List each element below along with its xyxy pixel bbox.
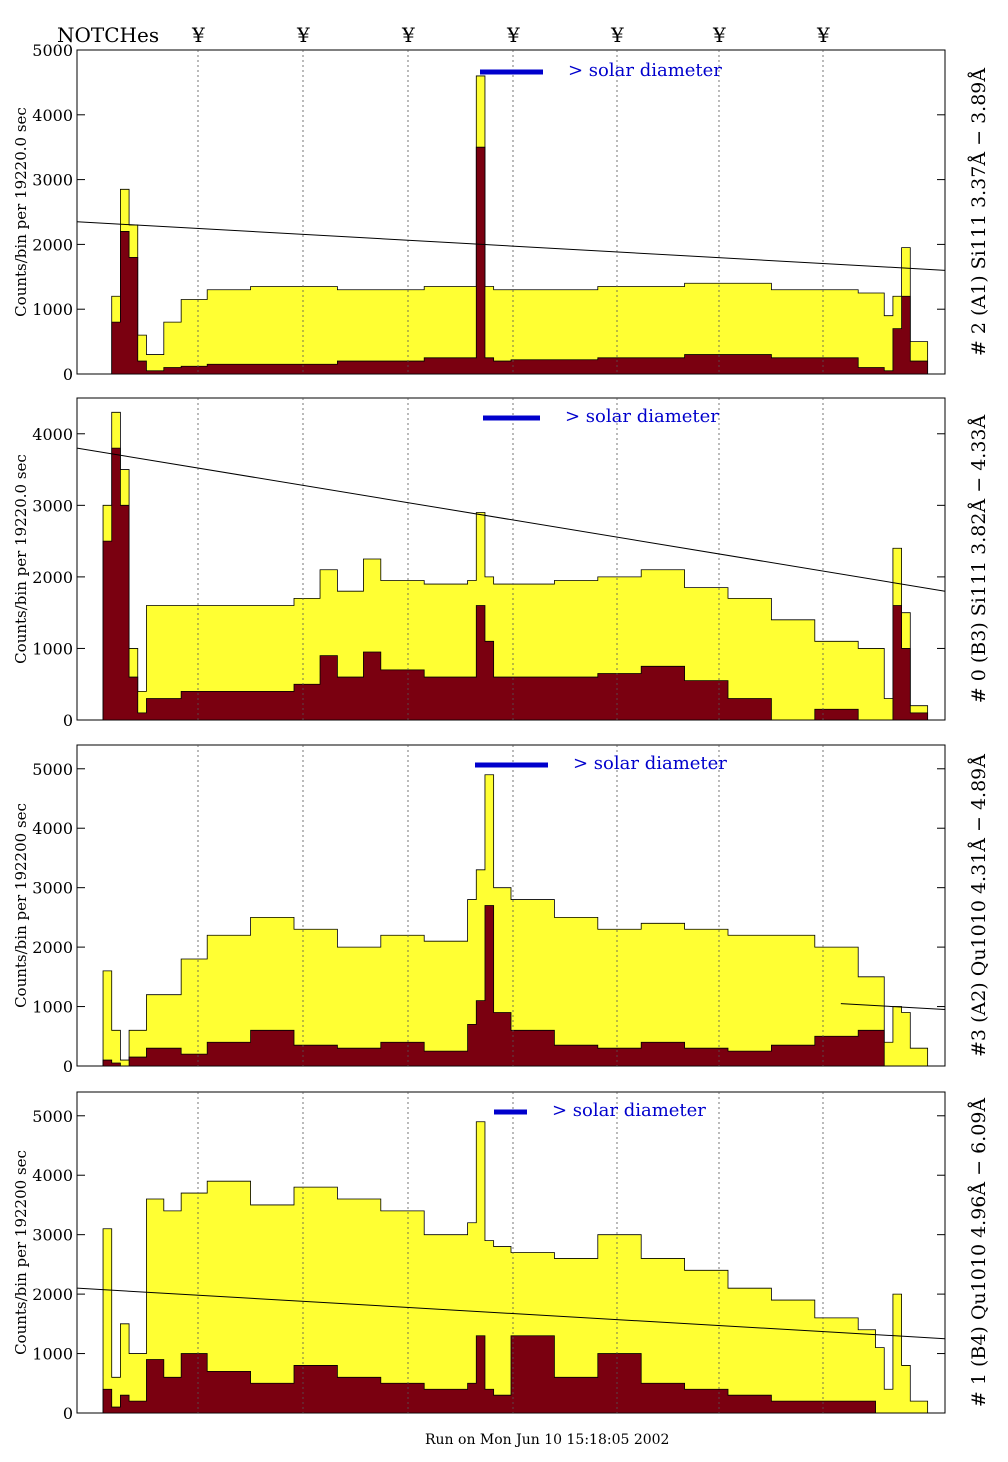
y-tick-label: 0 — [63, 1404, 73, 1423]
y-tick-label: 5000 — [32, 760, 73, 779]
notch-symbol: ¥ — [610, 23, 624, 47]
panel-label: # 1 (B4) Qu1010 4.96Å − 6.09Å — [968, 1098, 990, 1408]
spectrum-panel: 0 1000 2000 3000 4000 5000 Counts/bin per 1922… — [12, 41, 990, 384]
series-lower-area — [77, 905, 945, 1067]
notch-marks: ¥ ¥ ¥ ¥ ¥ ¥ ¥ — [191, 23, 830, 47]
y-tick-label: 0 — [63, 365, 73, 384]
y-tick-label: 1000 — [32, 300, 73, 319]
y-tick-label: 3000 — [32, 879, 73, 898]
y-tick-label: 2000 — [32, 938, 73, 957]
y-axis-label: Counts/bin per 192200 sec — [12, 1150, 30, 1355]
panel-label: # 2 (A1) Si111 3.37Å − 3.89Å — [968, 68, 990, 356]
y-tick-label: 0 — [63, 1057, 73, 1076]
y-axis-label: Counts/bin per 192200 sec — [12, 803, 30, 1008]
spectrum-panel: 0 1000 2000 3000 4000 5000 Counts/bin per 1922… — [12, 1091, 990, 1423]
notch-symbol: ¥ — [712, 23, 726, 47]
series-total-area — [77, 411, 945, 721]
spectrum-panels: 0 1000 2000 3000 4000 5000 Counts/bin per 1922… — [12, 41, 990, 1423]
solar-diameter-label: > solar diameter — [573, 753, 727, 774]
y-tick-label: 0 — [63, 711, 73, 730]
y-tick-label: 3000 — [32, 496, 73, 515]
y-tick-label: 2000 — [32, 1285, 73, 1304]
solar-diameter-label: > solar diameter — [552, 1100, 706, 1121]
panel-label: #3 (A2) Qu1010 4.31Å − 4.89Å — [968, 754, 990, 1057]
notch-symbol: ¥ — [191, 23, 205, 47]
y-tick-label: 3000 — [32, 171, 73, 190]
y-tick-label: 1000 — [32, 1345, 73, 1364]
y-axis-label: Counts/bin per 19220.0 sec — [12, 107, 30, 317]
y-tick-label: 4000 — [32, 425, 73, 444]
trend-line — [76, 1287, 946, 1340]
series-lower-area — [77, 1335, 945, 1414]
trend-line — [76, 221, 946, 271]
y-tick-label: 1000 — [32, 998, 73, 1017]
y-tick-label: 2000 — [32, 568, 73, 587]
run-footer: Run on Mon Jun 10 15:18:05 2002 — [425, 1432, 669, 1448]
y-tick-label: 4000 — [32, 106, 73, 125]
series-total-area — [77, 774, 945, 1067]
y-tick-label: 5000 — [32, 1107, 73, 1126]
notch-symbol: ¥ — [296, 23, 310, 47]
notch-symbol: ¥ — [816, 23, 830, 47]
series-lower-area — [77, 146, 945, 375]
notches-label: NOTCHes — [57, 23, 159, 47]
spectrum-panel: 0 1000 2000 3000 4000 5000 Counts/bin per 1922… — [12, 744, 990, 1076]
notch-symbol: ¥ — [401, 23, 415, 47]
y-tick-label: 2000 — [32, 235, 73, 254]
y-tick-label: 3000 — [32, 1226, 73, 1245]
series-lower-area — [77, 447, 945, 721]
solar-diameter-label: > solar diameter — [565, 406, 719, 427]
y-tick-label: 4000 — [32, 1166, 73, 1185]
trend-line — [76, 447, 946, 592]
trend-line — [840, 1003, 946, 1011]
solar-diameter-label: > solar diameter — [568, 60, 722, 81]
series-total-area — [77, 1121, 945, 1414]
series-total-area — [77, 75, 945, 375]
y-tick-label: 4000 — [32, 819, 73, 838]
notch-symbol: ¥ — [506, 23, 520, 47]
panel-label: # 0 (B3) Si111 3.82Å − 4.33Å — [968, 414, 990, 703]
y-axis-label: Counts/bin per 19220.0 sec — [12, 454, 30, 664]
y-tick-label: 5000 — [32, 41, 73, 60]
y-tick-label: 1000 — [32, 639, 73, 658]
